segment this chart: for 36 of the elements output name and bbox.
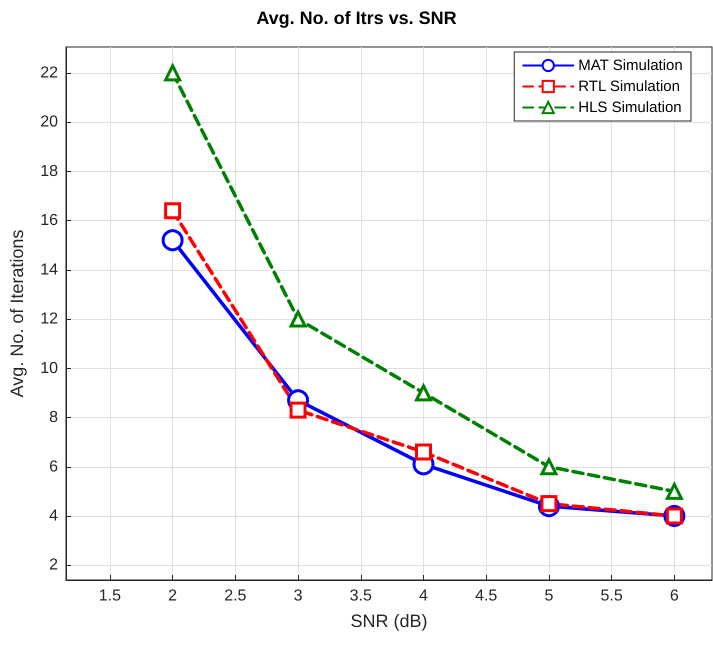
x-tick-label: 4 (419, 588, 428, 604)
point (666, 482, 683, 500)
legend-label: RTL Simulation (578, 78, 680, 95)
point (290, 310, 307, 328)
x-tick-label: 4.5 (475, 588, 498, 604)
y-tick-label: 4 (49, 507, 58, 524)
point (290, 402, 307, 419)
chart-title: Avg. No. of Itrs vs. SNR (256, 8, 457, 28)
legend-label: MAT Simulation (578, 57, 683, 74)
legend-label: HLS Simulation (578, 99, 682, 116)
y-tick-label: 16 (40, 212, 58, 230)
point (164, 64, 182, 82)
x-tick-label: 5.5 (600, 588, 623, 604)
y-axis-title: Avg. No. of Iterations (7, 230, 27, 398)
x-tick-label: 3 (294, 588, 303, 604)
x-tick-label: 3.5 (350, 588, 372, 604)
y-tick-label: 20 (40, 114, 58, 131)
x-tick-label: 6 (670, 588, 679, 604)
y-tick-label: 10 (40, 360, 58, 377)
y-tick-label: 12 (40, 310, 58, 328)
y-tick-label: 8 (49, 409, 58, 426)
x-tick-label: 2.5 (224, 588, 247, 604)
y-tick-label: 14 (40, 261, 58, 278)
y-tick-label: 22 (40, 64, 58, 82)
x-tick-label: 1.5 (98, 588, 122, 604)
point (164, 202, 182, 220)
y-tick-label: 2 (49, 556, 58, 574)
y-tick-label: 18 (40, 162, 58, 180)
point (414, 384, 432, 402)
x-tick-label: 5 (544, 588, 554, 604)
point (414, 443, 432, 460)
x-tick-label: 2 (168, 588, 178, 604)
x-axis-title: SNR (dB) (350, 611, 428, 631)
point (540, 458, 558, 476)
point (162, 229, 184, 252)
y-tick-label: 6 (49, 458, 58, 476)
